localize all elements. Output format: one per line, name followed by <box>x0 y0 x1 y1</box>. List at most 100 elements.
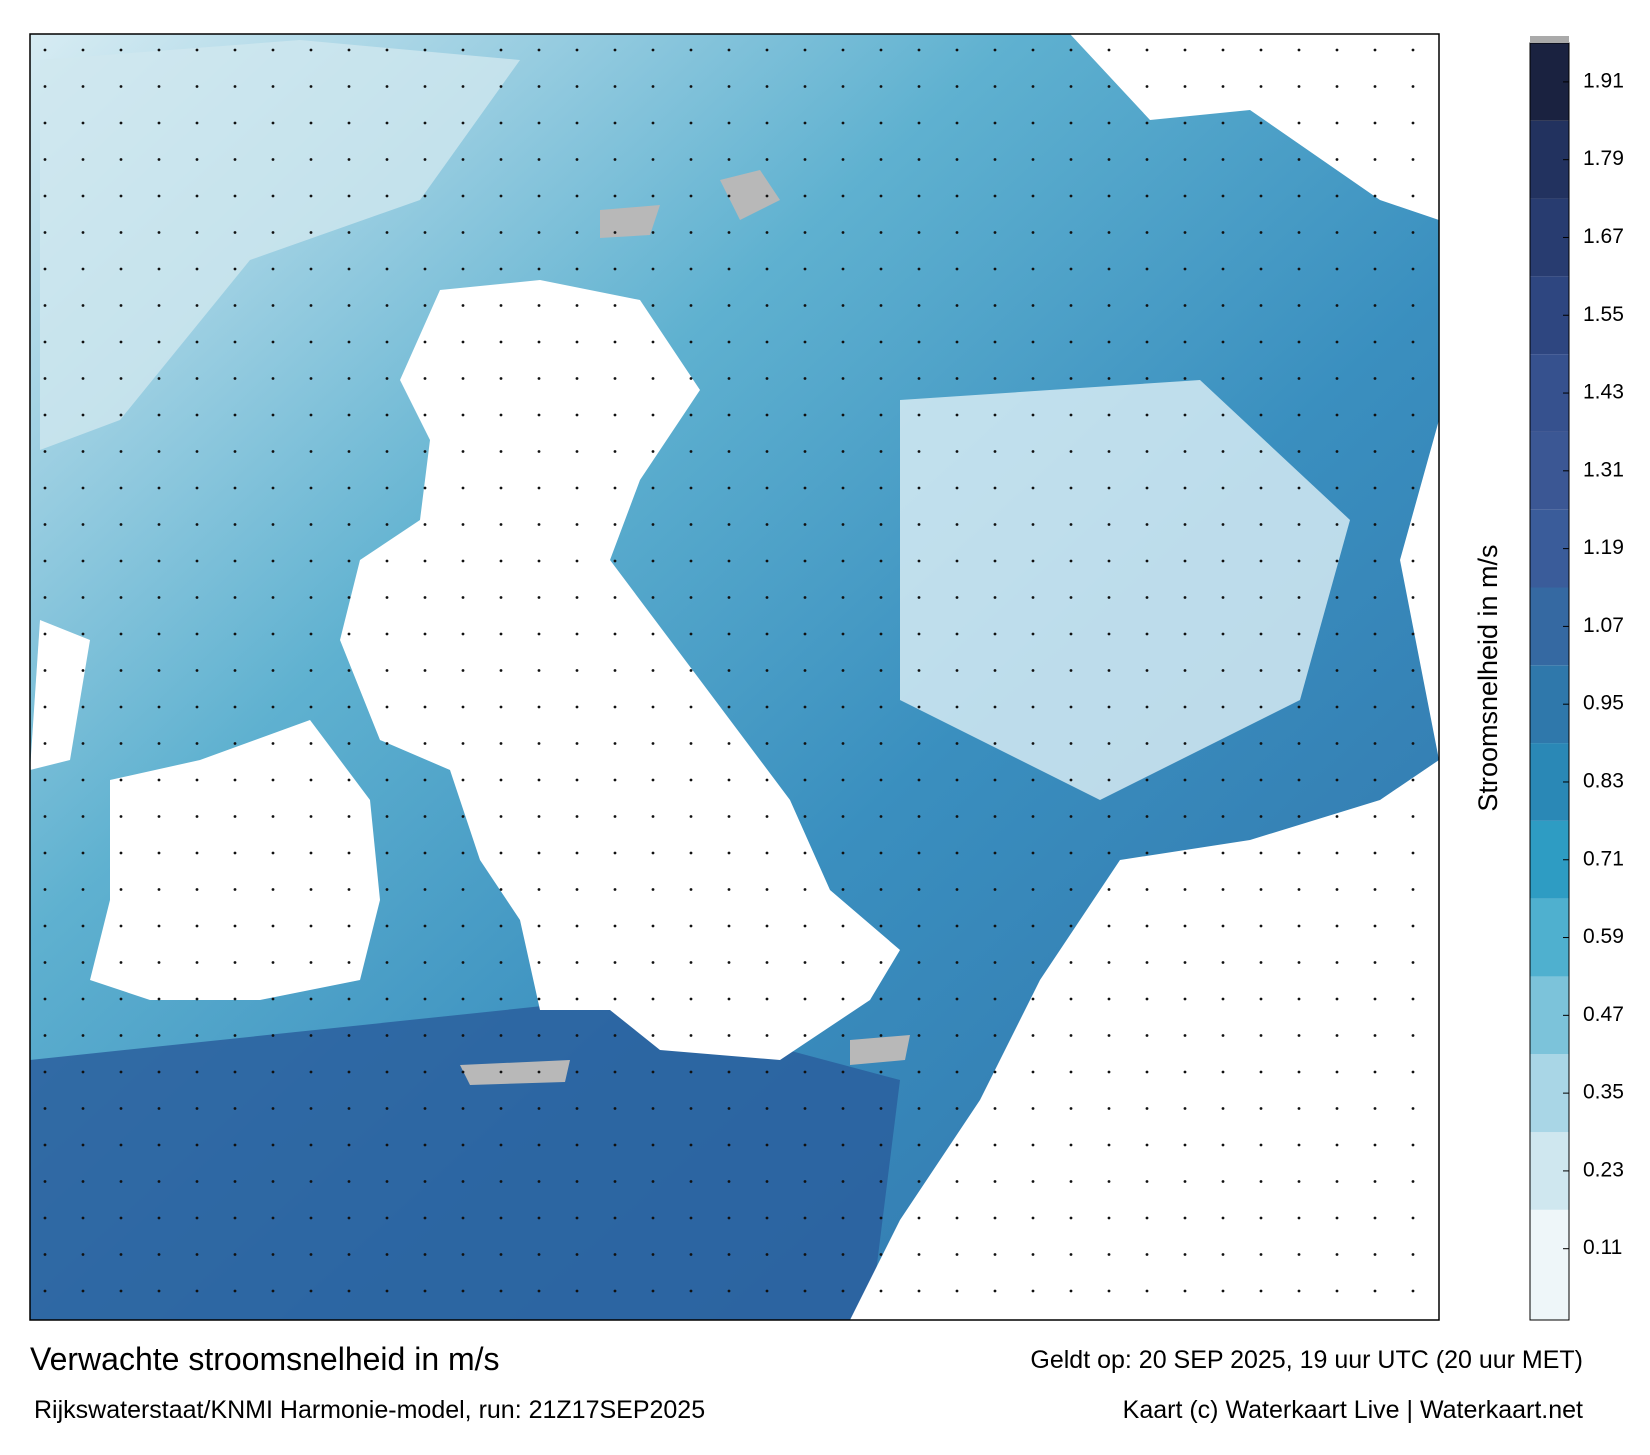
grid-dot <box>423 340 427 344</box>
grid-dot <box>1183 705 1187 709</box>
grid-dot <box>157 1289 161 1293</box>
grid-dot <box>1145 1253 1149 1256</box>
grid-dot <box>119 377 123 380</box>
grid-dot <box>43 815 47 818</box>
grid-dot <box>499 742 503 745</box>
grid-dot <box>1107 231 1111 234</box>
grid-dot <box>765 778 769 782</box>
grid-dot <box>195 997 199 1001</box>
grid-dot <box>271 85 275 88</box>
grid-dot <box>81 1289 85 1293</box>
grid-dot <box>233 632 237 636</box>
grid-dot <box>1259 85 1263 88</box>
grid-dot <box>1031 1216 1035 1220</box>
grid-dot <box>765 377 769 380</box>
grid-dot <box>385 924 389 928</box>
grid-dot <box>43 194 47 198</box>
grid-dot <box>423 851 427 855</box>
grid-dot <box>119 413 123 417</box>
grid-dot <box>841 340 845 344</box>
grid-dot <box>1107 1289 1111 1293</box>
grid-dot <box>613 413 617 417</box>
grid-dot <box>689 231 693 234</box>
grid-dot <box>613 48 617 52</box>
grid-dot <box>1069 267 1073 271</box>
grid-dot <box>1259 523 1263 526</box>
grid-dot <box>727 997 731 1001</box>
grid-dot <box>233 1216 237 1220</box>
grid-dot <box>157 778 161 782</box>
grid-dot <box>499 1253 503 1256</box>
grid-dot <box>765 158 769 161</box>
grid-dot <box>157 523 161 526</box>
grid-dot <box>347 377 351 380</box>
grid-dot <box>1335 1107 1339 1110</box>
grid-dot <box>1335 304 1339 307</box>
grid-dot <box>689 888 693 891</box>
grid-dot <box>727 669 731 672</box>
grid-dot <box>1031 267 1035 271</box>
grid-dot <box>119 742 123 745</box>
grid-dot <box>917 815 921 818</box>
grid-dot <box>993 523 997 526</box>
grid-dot <box>309 450 313 453</box>
grid-dot <box>841 1107 845 1110</box>
grid-dot <box>309 340 313 344</box>
grid-dot <box>461 596 465 599</box>
grid-dot <box>309 158 313 161</box>
grid-dot <box>499 705 503 709</box>
grid-dot <box>575 158 579 161</box>
grid-dot <box>1373 194 1377 198</box>
grid-dot <box>499 1143 503 1147</box>
grid-dot <box>917 121 921 125</box>
grid-dot <box>955 1034 959 1037</box>
grid-dot <box>917 304 921 307</box>
grid-dot <box>689 267 693 271</box>
grid-dot <box>461 194 465 198</box>
grid-dot <box>461 1034 465 1037</box>
grid-dot <box>385 1253 389 1256</box>
grid-dot <box>613 632 617 636</box>
grid-dot <box>43 1289 47 1293</box>
grid-dot <box>423 815 427 818</box>
grid-dot <box>575 1216 579 1220</box>
grid-dot <box>613 304 617 307</box>
grid-dot <box>765 596 769 599</box>
grid-dot <box>1411 1143 1415 1147</box>
grid-dot <box>309 888 313 891</box>
grid-dot <box>385 669 389 672</box>
grid-dot <box>385 194 389 198</box>
grid-dot <box>1221 486 1225 490</box>
grid-dot <box>1031 888 1035 891</box>
grid-dot <box>993 1216 997 1220</box>
grid-dot <box>575 742 579 745</box>
grid-dot <box>841 632 845 636</box>
grid-dot <box>81 742 85 745</box>
grid-dot <box>841 121 845 125</box>
grid-dot <box>1183 377 1187 380</box>
grid-dot <box>879 1034 883 1037</box>
grid-dot <box>195 742 199 745</box>
grid-dot <box>1031 1253 1035 1256</box>
grid-dot <box>1183 596 1187 599</box>
grid-dot <box>1373 48 1377 52</box>
grid-dot <box>575 304 579 307</box>
grid-dot <box>1107 997 1111 1001</box>
grid-dot <box>1297 924 1301 928</box>
grid-dot <box>81 121 85 125</box>
grid-dot <box>613 85 617 88</box>
grid-dot <box>651 851 655 855</box>
grid-dot <box>1107 267 1111 271</box>
grid-dot <box>917 486 921 490</box>
grid-dot <box>803 1253 807 1256</box>
credit: Kaart (c) Waterkaart Live | Waterkaart.n… <box>1123 1396 1583 1424</box>
grid-dot <box>81 304 85 307</box>
grid-dot <box>1373 450 1377 453</box>
grid-dot <box>803 1180 807 1183</box>
grid-dot <box>423 1034 427 1037</box>
grid-dot <box>43 851 47 855</box>
grid-dot <box>195 778 199 782</box>
grid-dot <box>993 705 997 709</box>
grid-dot <box>499 1289 503 1293</box>
grid-dot <box>765 231 769 234</box>
